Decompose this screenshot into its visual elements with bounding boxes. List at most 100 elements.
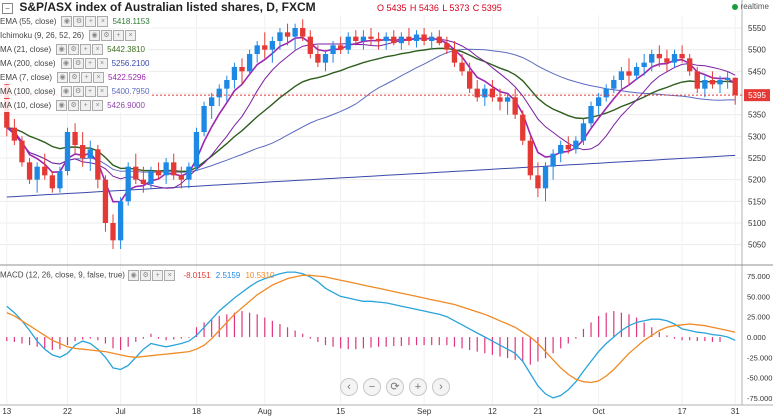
candle-body	[224, 80, 230, 89]
zoom-out-button[interactable]: −	[363, 378, 381, 396]
date-tick-label: 15	[336, 407, 345, 416]
add-icon[interactable]: +	[80, 44, 92, 56]
macd-tick-label: 25.000	[747, 313, 770, 322]
candle-body	[573, 140, 579, 150]
candle-body	[694, 71, 700, 89]
legend-value: 5400.7950	[111, 87, 150, 96]
candle-body	[535, 175, 541, 189]
candle-body	[459, 62, 465, 72]
candle-body	[717, 80, 723, 85]
legend-value: 5422.5296	[108, 73, 146, 82]
settings-icon[interactable]: ⚙	[68, 100, 80, 112]
candle-body	[732, 77, 738, 96]
remove-icon[interactable]: ×	[96, 86, 108, 98]
candle-body	[611, 80, 617, 89]
eye-icon[interactable]: ◉	[56, 44, 68, 56]
candle-body	[497, 97, 503, 102]
remove-icon[interactable]: ×	[93, 72, 105, 84]
eye-icon[interactable]: ◉	[61, 16, 73, 28]
candle-body	[117, 201, 124, 241]
legend-label: MA (100, close)	[0, 87, 56, 96]
zoom-in-button[interactable]: +	[409, 378, 427, 396]
candle-body	[57, 171, 63, 189]
legend-row: MA (100, close) ◉ ⚙ + × 5400.7950	[0, 85, 153, 98]
candle-body	[292, 28, 298, 37]
candle-body	[148, 171, 154, 184]
legend-label: MA (10, close)	[0, 101, 52, 110]
legend-row: MA (21, close) ◉ ⚙ + × 5442.3810	[0, 43, 148, 56]
macd-panel	[6, 271, 736, 399]
price-tick-label: 5250	[748, 154, 766, 163]
add-icon[interactable]: +	[80, 100, 92, 112]
price-tick-label: 5200	[748, 176, 766, 185]
candle-body	[80, 145, 86, 158]
date-tick-label: Jul	[115, 407, 125, 416]
settings-icon[interactable]: ⚙	[68, 44, 80, 56]
realtime-dot-icon	[731, 3, 738, 10]
candle-body	[633, 67, 640, 76]
macd-value-1: -8.0151	[183, 270, 211, 280]
candle-body	[626, 71, 632, 76]
candle-body	[656, 54, 662, 59]
realtime-indicator: realtime	[731, 2, 769, 11]
candle-body	[671, 54, 678, 63]
add-icon[interactable]: +	[113, 30, 125, 42]
collapse-icon[interactable]: −	[2, 3, 13, 14]
candle-body	[315, 54, 321, 63]
candle-body	[307, 36, 313, 54]
settings-icon[interactable]: ⚙	[101, 30, 113, 42]
remove-icon[interactable]: ×	[92, 44, 104, 56]
eye-icon[interactable]: ◉	[60, 86, 72, 98]
add-icon[interactable]: +	[84, 58, 96, 70]
legend-value: 5418.1153	[112, 17, 150, 26]
eye-icon[interactable]: ◉	[128, 270, 140, 281]
eye-icon[interactable]: ◉	[60, 58, 72, 70]
settings-icon[interactable]: ⚙	[140, 270, 152, 281]
candle-body	[413, 34, 420, 41]
remove-icon[interactable]: ×	[97, 16, 109, 28]
settings-icon[interactable]: ⚙	[69, 72, 81, 84]
price-tick-label: 5500	[748, 46, 766, 55]
eye-icon[interactable]: ◉	[89, 30, 101, 42]
eye-icon[interactable]: ◉	[57, 72, 69, 84]
candle-body	[520, 114, 526, 141]
candle-body	[34, 166, 40, 180]
candle-body	[474, 88, 480, 98]
scroll-left-button[interactable]: ‹	[340, 378, 358, 396]
candle-body	[603, 88, 609, 98]
settings-icon[interactable]: ⚙	[72, 86, 84, 98]
candle-body	[383, 36, 389, 41]
candle-body	[542, 166, 549, 189]
candle-body	[201, 106, 207, 132]
candle-body	[284, 32, 291, 37]
candle-body	[489, 88, 496, 98]
add-icon[interactable]: +	[81, 72, 93, 84]
candle-body	[254, 45, 260, 54]
price-tick-label: 5450	[748, 67, 766, 76]
date-tick-label: 17	[678, 407, 687, 416]
add-icon[interactable]: +	[152, 270, 164, 281]
remove-icon[interactable]: ×	[164, 270, 176, 281]
ohlc-high: H 5436	[409, 3, 439, 13]
settings-icon[interactable]: ⚙	[73, 16, 85, 28]
candle-body	[277, 32, 283, 41]
add-icon[interactable]: +	[84, 86, 96, 98]
candle-body	[19, 140, 25, 163]
remove-icon[interactable]: ×	[96, 58, 108, 70]
candle-body	[216, 88, 222, 98]
eye-icon[interactable]: ◉	[56, 100, 68, 112]
add-icon[interactable]: +	[85, 16, 97, 28]
settings-icon[interactable]: ⚙	[72, 58, 84, 70]
scroll-right-button[interactable]: ›	[432, 378, 450, 396]
candle-body	[595, 97, 602, 106]
candle-body	[436, 36, 442, 44]
reset-button[interactable]: ⟳	[386, 378, 404, 396]
candle-body	[709, 80, 716, 85]
price-tick-label: 5300	[748, 132, 766, 141]
remove-icon[interactable]: ×	[125, 30, 137, 42]
remove-icon[interactable]: ×	[92, 100, 104, 112]
candle-body	[664, 58, 670, 63]
date-tick-label: 12	[488, 407, 497, 416]
legend-value: 5256.2100	[111, 59, 150, 68]
macd-legend: MACD (12, 26, close, 9, false, true) ◉ ⚙ +…	[0, 270, 274, 281]
